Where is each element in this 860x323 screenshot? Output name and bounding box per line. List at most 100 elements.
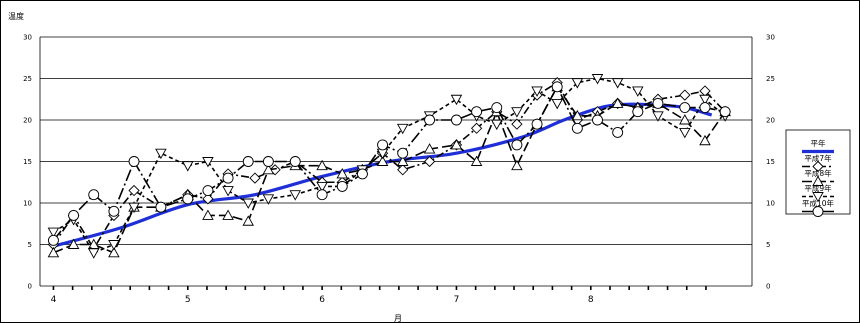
- series-3-point: [699, 134, 711, 146]
- series-5-point: [471, 106, 483, 118]
- series-5-point: [336, 180, 348, 192]
- series-4-point: [289, 190, 302, 201]
- x-axis-title: 月: [394, 314, 402, 323]
- series-4-point: [679, 127, 691, 139]
- series-4-point: [262, 194, 275, 205]
- series-4-point: [531, 86, 543, 97]
- series-5-point: [222, 172, 234, 184]
- y-tick-right-20: 20: [766, 117, 775, 125]
- x-tick-6: 6: [319, 295, 325, 305]
- series-3-point: [679, 114, 691, 125]
- series-5: [47, 81, 731, 246]
- series-4-point: [47, 227, 60, 238]
- series-4-point: [490, 119, 503, 131]
- series-5-point: [551, 81, 563, 93]
- series-layer: [47, 74, 731, 259]
- series-5-point: [128, 156, 140, 167]
- series-2-point: [397, 164, 409, 176]
- series-4-point: [182, 161, 194, 172]
- y-tick-left-25: 25: [23, 75, 32, 83]
- legend-label-5: 平成10年: [802, 198, 835, 208]
- series-3-point: [242, 215, 254, 226]
- series-1: [53, 102, 713, 248]
- series-4-point: [396, 123, 409, 135]
- series-2-point: [423, 155, 436, 168]
- series-4-point: [316, 181, 328, 193]
- series-4-point: [652, 111, 664, 122]
- legend-label-1: 平年: [811, 138, 826, 148]
- legend-marker-2: [812, 160, 824, 173]
- y-axis-left-ticks: 0 5 10 15 20 25 30: [23, 34, 32, 291]
- series-5-point: [289, 156, 301, 167]
- series-5-point: [652, 97, 664, 109]
- series-5-point: [511, 139, 523, 151]
- series-5-point: [47, 234, 59, 246]
- series-4-point: [108, 240, 120, 251]
- series-line-3: [53, 85, 726, 254]
- legend-marker-5: [812, 206, 824, 217]
- series-3-point: [470, 155, 483, 166]
- series-4-point: [551, 98, 563, 110]
- series-3-point: [108, 246, 120, 258]
- series-3-point: [47, 246, 60, 258]
- series-5-point: [612, 126, 624, 138]
- series-5-point: [719, 106, 731, 118]
- series-3-point: [396, 155, 409, 166]
- series-3-point: [511, 159, 523, 171]
- series-5-point: [699, 102, 711, 114]
- series-5-point: [397, 147, 409, 159]
- series-5-point: [679, 102, 691, 114]
- series-5-point: [592, 114, 603, 126]
- series-2-point: [470, 122, 483, 134]
- series-3-point: [202, 209, 214, 220]
- series-2-point: [249, 172, 261, 184]
- x-tick-5: 5: [185, 295, 191, 305]
- series-3-point: [222, 209, 234, 220]
- legend-marker-3: [812, 175, 824, 186]
- y-tick-left-5: 5: [28, 241, 32, 249]
- y-tick-right-5: 5: [766, 241, 770, 249]
- legend-label-3: 平成8年: [804, 168, 832, 178]
- series-2-point: [679, 89, 691, 101]
- series-3-point: [450, 138, 463, 150]
- series-5-point: [262, 156, 274, 167]
- series-3-point: [262, 163, 275, 175]
- legend-marker-4: [812, 192, 824, 203]
- y-axis-right-ticks: 0 5 10 15 20 25 30: [766, 34, 775, 291]
- y-tick-left-10: 10: [23, 200, 32, 208]
- series-4-point: [155, 148, 167, 160]
- y-tick-right-10: 10: [766, 200, 775, 208]
- y-tick-right-30: 30: [766, 34, 775, 42]
- series-3-point: [316, 159, 328, 171]
- x-tick-7: 7: [454, 295, 460, 305]
- y-tick-left-20: 20: [23, 117, 32, 125]
- series-3-point: [67, 238, 80, 249]
- series-5-point: [424, 114, 436, 126]
- y-tick-left-0: 0: [28, 283, 32, 291]
- series-5-point: [377, 139, 389, 151]
- series-5-point: [182, 193, 194, 205]
- y-tick-left-15: 15: [23, 158, 32, 166]
- series-4-point: [202, 157, 214, 168]
- x-axis-ticks: 4 5 6 7 8: [51, 286, 707, 305]
- series-3-point: [423, 143, 436, 154]
- series-5-point: [88, 189, 100, 201]
- series-3-point: [376, 155, 389, 166]
- series-2-point: [202, 193, 214, 205]
- series-4-point: [699, 94, 711, 106]
- series-4: [47, 74, 731, 259]
- y-tick-right-15: 15: [766, 158, 775, 166]
- series-3: [47, 80, 731, 258]
- series-3-point: [336, 168, 349, 179]
- series-4-point: [128, 202, 140, 214]
- series-5-point: [242, 156, 254, 167]
- series-5-point: [202, 185, 214, 197]
- y-tick-right-25: 25: [766, 75, 775, 83]
- grid-lines: [39, 36, 753, 287]
- series-3-point: [611, 97, 624, 108]
- series-5-point: [108, 205, 120, 217]
- series-5-point: [316, 189, 328, 201]
- y-tick-left-30: 30: [23, 34, 32, 42]
